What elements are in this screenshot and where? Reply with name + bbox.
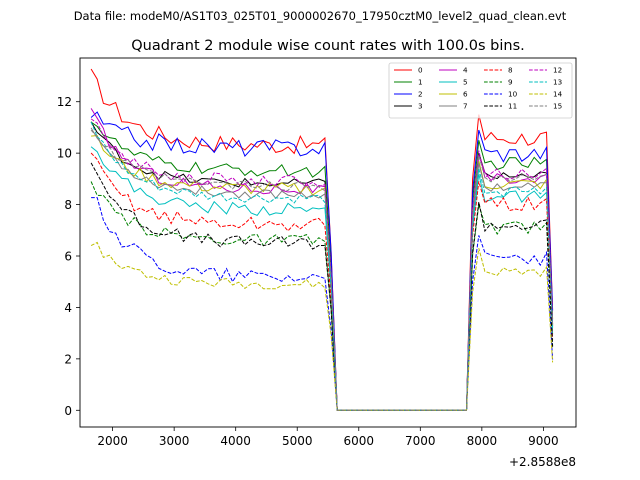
x-axis-offset-label: +2.8588e8 [509,455,576,469]
legend-label: 1 [418,78,423,87]
legend-label: 11 [508,102,517,111]
legend-label: 15 [553,102,562,111]
x-tick-label: 3000 [159,434,190,448]
legend-label: 5 [463,78,468,87]
legend-label: 14 [553,90,563,99]
chart-suptitle: Data file: modeM0/AS1T03_025T01_90000026… [74,9,567,23]
series-line-11 [90,162,554,411]
x-tick-label: 7000 [405,434,436,448]
x-tick-label: 6000 [343,434,374,448]
x-tick-label: 4000 [220,434,251,448]
y-tick-label: 6 [64,250,72,264]
plot-area-frame [79,57,577,428]
series-line-10 [91,197,554,411]
legend-box [388,62,573,119]
x-tick-label: 5000 [282,434,313,448]
series-line-2 [90,111,554,411]
series-line-5 [90,146,554,411]
legend-label: 2 [418,90,423,99]
legend-label: 7 [463,102,468,111]
legend-label: 8 [508,66,513,75]
x-axis: 2000 3000 4000 5000 6000 7000 8000 9000 [97,427,559,448]
series-line-0 [90,68,554,411]
x-tick-label: 9000 [528,434,559,448]
series-line-1 [90,121,554,411]
legend-label: 3 [418,102,423,111]
series-layer [90,68,554,411]
y-tick-label: 8 [64,198,72,212]
y-axis: 0 2 4 6 8 10 12 [57,95,80,418]
series-line-15 [90,129,554,411]
legend-label: 0 [418,66,423,75]
y-tick-label: 4 [64,301,72,315]
series-line-7 [90,127,554,411]
x-tick-label: 8000 [467,434,498,448]
legend-label: 13 [553,78,562,87]
series-line-14 [90,241,554,411]
y-tick-label: 12 [57,95,72,109]
legend-label: 10 [508,90,518,99]
legend-label: 6 [463,90,468,99]
legend-label: 12 [553,66,562,75]
y-tick-label: 0 [64,404,72,418]
y-tick-label: 2 [64,352,72,366]
x-tick-label: 2000 [97,434,128,448]
series-line-12 [90,118,554,411]
legend-label: 4 [463,66,468,75]
legend-label: 9 [508,78,513,87]
chart-title: Quadrant 2 module wise count rates with … [131,38,525,54]
y-tick-label: 10 [57,147,72,161]
series-line-8 [90,152,554,411]
series-line-13 [90,121,554,411]
